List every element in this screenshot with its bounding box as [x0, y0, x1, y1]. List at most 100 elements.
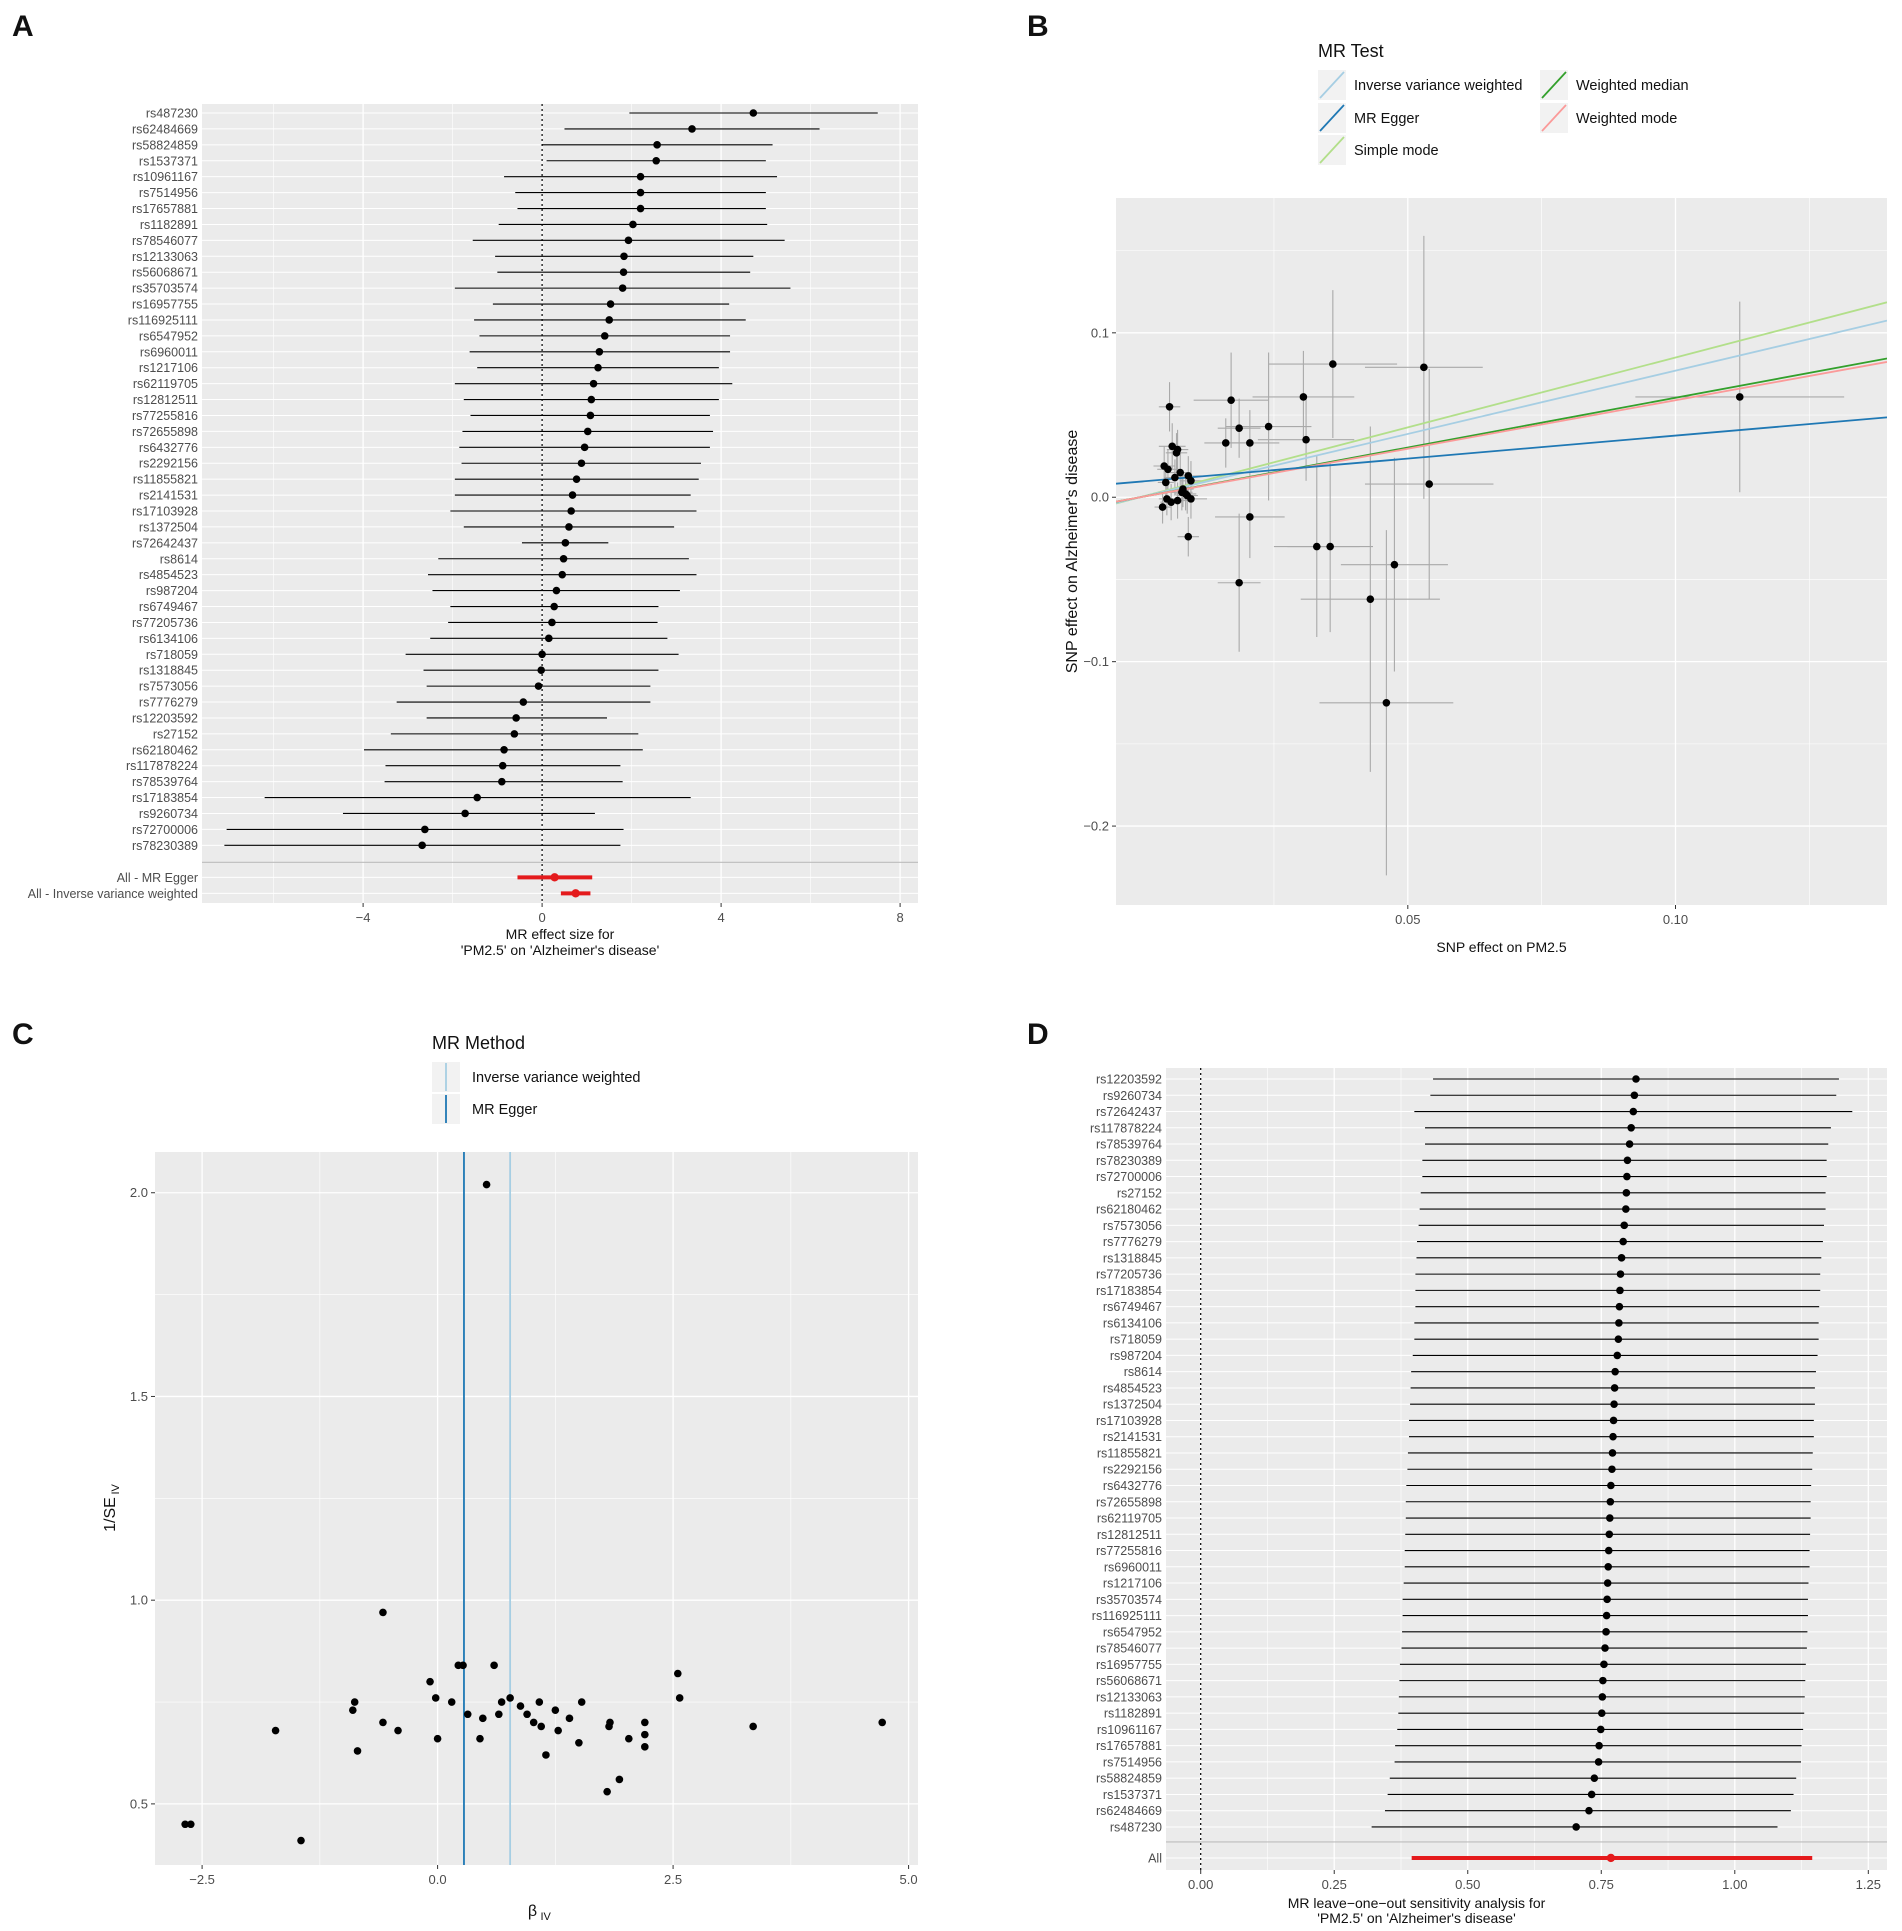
snp-label: rs6749467 [1103, 1300, 1162, 1314]
effect-point [1632, 1075, 1640, 1083]
snp-label: rs4854523 [1103, 1381, 1162, 1395]
snp-label: rs487230 [146, 107, 198, 121]
x-tick-label: −4 [356, 910, 371, 925]
snp-point [878, 1718, 887, 1727]
legend-title: MR Method [432, 1033, 525, 1053]
effect-point [653, 141, 661, 149]
snp-label: rs6547952 [1103, 1625, 1162, 1639]
snp-point [433, 1734, 442, 1743]
snp-label: rs17657881 [1096, 1739, 1162, 1753]
snp-label: rs1537371 [139, 154, 198, 168]
effect-point [652, 156, 661, 165]
snp-point [479, 1714, 487, 1723]
x-tick-label: 0.05 [1395, 912, 1420, 927]
effect-point [624, 236, 633, 245]
snp-point [615, 1775, 624, 1784]
x-tick-label: 5.0 [900, 1872, 918, 1887]
legend-key-line [1541, 104, 1567, 132]
effect-point [1616, 1286, 1624, 1295]
snp-label: rs6749467 [139, 600, 198, 614]
snp-point [641, 1730, 649, 1739]
x-axis-title: SNP effect on PM2.5 [1436, 939, 1566, 955]
x-tick-label: 0.0 [429, 1872, 447, 1887]
plot-background [1116, 198, 1887, 905]
effect-point [1617, 1254, 1626, 1262]
snp-label: rs10961167 [133, 170, 198, 184]
snp-point [603, 1787, 611, 1796]
snp-point [542, 1751, 550, 1759]
x-tick-label: 1.25 [1856, 1877, 1881, 1892]
panel-letter-a: A [12, 10, 34, 43]
x-tick-label: −2.5 [189, 1872, 215, 1887]
snp-point [577, 1698, 586, 1706]
x-tick-label: 0.10 [1663, 912, 1688, 927]
snp-label: rs77255816 [1096, 1544, 1162, 1558]
snp-label: rs6960011 [1104, 1560, 1162, 1574]
x-tick-label: 4 [717, 910, 724, 925]
snp-point [1187, 495, 1195, 503]
summary-label: All - Inverse variance weighted [28, 887, 198, 901]
snp-point [535, 1698, 544, 1706]
legend-label: Inverse variance weighted [1354, 78, 1522, 94]
effect-point [461, 809, 469, 818]
snp-label: rs35703574 [1096, 1593, 1162, 1607]
effect-point [1585, 1806, 1593, 1815]
snp-point [1163, 495, 1171, 503]
effect-point [1615, 1319, 1623, 1327]
snp-point [641, 1743, 649, 1751]
effect-point [1619, 1237, 1627, 1246]
snp-label: rs6432776 [139, 441, 198, 455]
snp-point [181, 1820, 189, 1829]
effect-point [600, 332, 609, 340]
effect-point [545, 634, 553, 643]
effect-point [559, 554, 568, 563]
effect-point [620, 252, 628, 261]
snp-label: rs62484669 [1096, 1804, 1162, 1818]
snp-label: rs6547952 [139, 329, 198, 343]
snp-point [1246, 439, 1254, 447]
effect-point [595, 348, 604, 356]
snp-point [551, 1706, 560, 1714]
effect-point [1603, 1595, 1611, 1604]
snp-point [1235, 424, 1243, 432]
snp-label: rs1182891 [140, 218, 198, 232]
effect-point [1596, 1725, 1605, 1734]
snp-label: rs6960011 [140, 345, 198, 359]
x-axis-title: 'PM2.5' on 'Alzheimer's disease' [461, 942, 660, 958]
effect-point [519, 698, 528, 706]
y-tick-label: 0.1 [1091, 325, 1109, 340]
effect-point [636, 188, 645, 197]
snp-point [1158, 503, 1167, 511]
effect-point [1615, 1302, 1624, 1311]
snp-label: rs117878224 [126, 759, 198, 773]
snp-label: rs6134106 [1103, 1316, 1162, 1330]
snp-point [1172, 449, 1181, 457]
effect-point [558, 570, 567, 579]
effect-point [1620, 1221, 1629, 1230]
snp-point [476, 1734, 484, 1743]
snp-label: rs6432776 [1103, 1479, 1162, 1493]
x-tick-label: 0.00 [1188, 1877, 1213, 1892]
snp-point [379, 1608, 387, 1617]
summary-point [1606, 1853, 1616, 1863]
y-tick-label: 1.0 [130, 1593, 148, 1608]
snp-label: rs12133063 [1096, 1690, 1162, 1704]
snp-label: rs12812511 [1097, 1528, 1162, 1542]
legend-label: Inverse variance weighted [472, 1070, 640, 1086]
regression-line [1116, 361, 1887, 503]
effect-point [572, 475, 581, 483]
snp-point [490, 1661, 498, 1670]
x-tick-label: 2.5 [664, 1872, 682, 1887]
effect-point [1606, 1497, 1615, 1506]
legend-key-line [1319, 136, 1345, 164]
effect-point [1629, 1107, 1638, 1116]
effect-point [1606, 1514, 1614, 1522]
effect-point [500, 746, 508, 754]
panel-letter-c: C [12, 1018, 34, 1051]
legend-label: Simple mode [1354, 143, 1439, 159]
snp-point [459, 1661, 467, 1670]
snp-label: rs27152 [153, 727, 198, 741]
x-axis-title-subscript: IV [541, 1911, 552, 1923]
snp-label: rs77255816 [132, 409, 198, 423]
snp-point [1390, 560, 1399, 569]
